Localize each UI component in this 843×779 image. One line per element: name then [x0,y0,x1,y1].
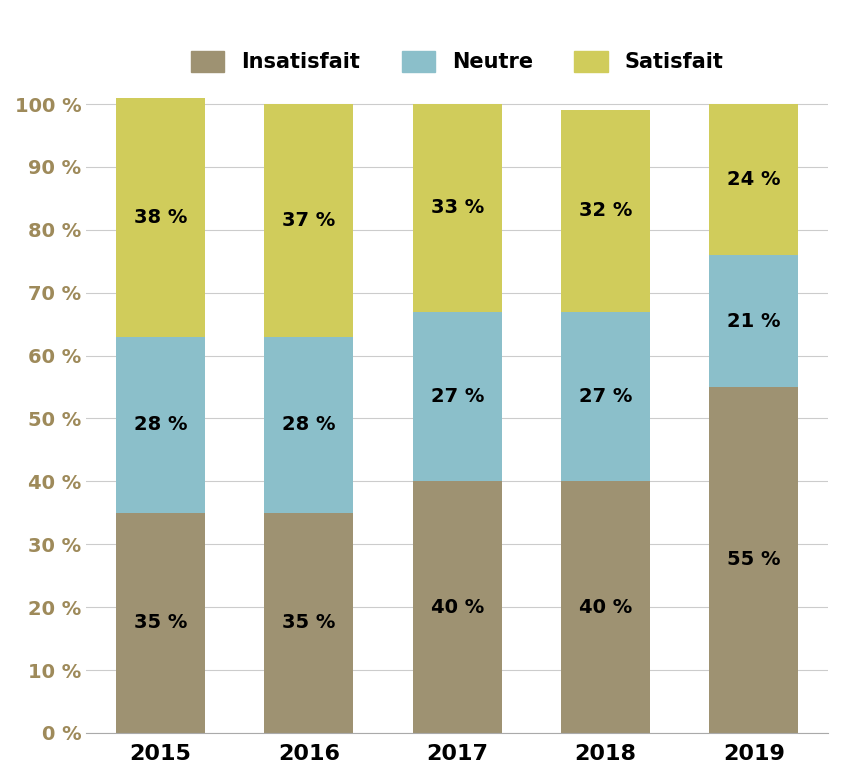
Text: 21 %: 21 % [728,312,781,330]
Text: 40 %: 40 % [579,597,632,617]
Bar [265,513,353,733]
Bar [413,481,502,733]
Text: 24 %: 24 % [728,170,781,189]
Text: 38 %: 38 % [134,208,187,227]
Text: 40 %: 40 % [431,597,484,617]
Bar [561,481,650,733]
Text: 32 %: 32 % [579,202,632,220]
Bar [116,513,205,733]
Bar [413,104,502,312]
Bar [265,104,353,337]
Bar [709,255,798,387]
Bar [709,387,798,733]
Text: 27 %: 27 % [579,387,632,406]
Bar [116,98,205,337]
Bar [116,337,205,513]
Bar [265,337,353,513]
Text: 33 %: 33 % [431,199,484,217]
Text: 27 %: 27 % [431,387,484,406]
Text: 37 %: 37 % [282,211,336,230]
Bar [709,104,798,255]
Text: 28 %: 28 % [134,415,187,434]
Text: 28 %: 28 % [282,415,336,434]
Text: 55 %: 55 % [728,551,781,569]
Text: 35 %: 35 % [282,613,336,633]
Legend: Insatisfait, Neutre, Satisfait: Insatisfait, Neutre, Satisfait [191,51,723,72]
Bar [561,111,650,312]
Text: 35 %: 35 % [134,613,187,633]
Bar [413,312,502,481]
Bar [561,312,650,481]
